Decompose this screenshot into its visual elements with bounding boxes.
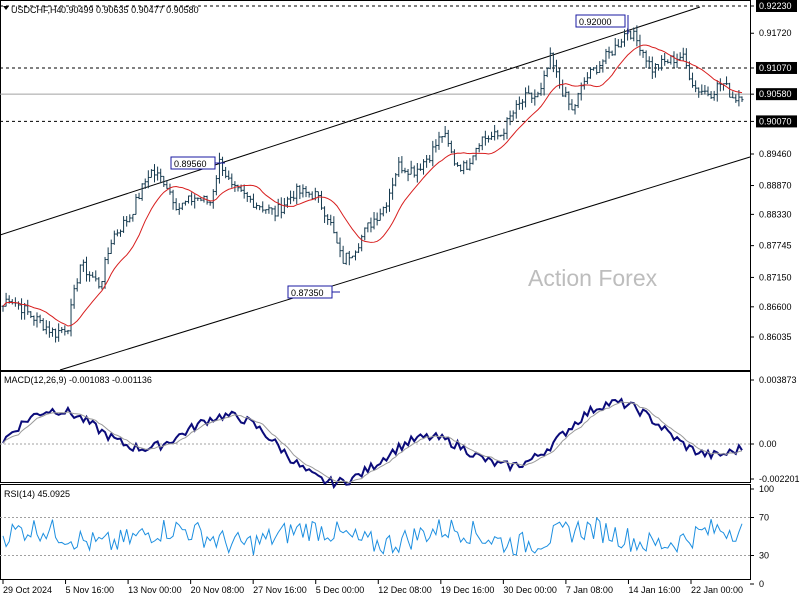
price-tick-label: 0.87150	[759, 272, 792, 282]
time-tick-label: 5 Nov 16:00	[66, 585, 115, 595]
rsi-tick-label: 70	[759, 513, 769, 523]
macd-line	[2, 397, 743, 490]
time-axis: 29 Oct 2024 5 Nov 16:00 13 Nov 00:00 20 Nov…	[2, 580, 743, 595]
time-tick-label: 22 Jan 00:00	[691, 585, 743, 595]
annotation-box	[287, 285, 333, 299]
moving-average-line	[2, 44, 743, 327]
time-tick-label: 13 Nov 00:00	[128, 585, 182, 595]
time-tick-label: 27 Nov 16:00	[253, 585, 307, 595]
macd-plot	[0, 397, 750, 490]
price-highlight-box	[756, 88, 797, 101]
ohlc-label: 0.90499 0.90635 0.90477 0.90580	[61, 5, 199, 15]
rsi-tick-label: 30	[759, 551, 769, 561]
rsi-panel-frame	[0, 484, 751, 580]
price-tick-label: 0.92230	[759, 1, 792, 11]
rsi-tick-label: 100	[759, 484, 774, 494]
price-highlight-box	[756, 0, 797, 12]
annotation-label: 0.89560	[174, 159, 207, 169]
annotation-box	[170, 156, 216, 170]
rsi-label: RSI(14) 45.0925	[4, 489, 70, 499]
rsi-axis: 100 70 30 0	[750, 484, 774, 589]
price-tick-label: 0.91720	[759, 28, 792, 38]
time-tick-label: 20 Nov 08:00	[191, 585, 245, 595]
price-tick-label: 0.86035	[759, 332, 792, 342]
price-tick-label: 0.91070	[759, 63, 792, 73]
price-tick-label: 0.88870	[759, 181, 792, 191]
macd-panel-frame	[0, 371, 751, 483]
price-highlight-box	[756, 61, 797, 74]
annotation-box	[575, 14, 626, 28]
macd-tick-label: 0.003873	[759, 375, 797, 385]
rsi-line	[2, 516, 743, 556]
channel-upper-line	[0, 6, 701, 236]
macd-axis: 0.003873 0.00 -0.002201	[750, 375, 800, 484]
price-tick-label: 0.87745	[759, 241, 792, 251]
annotation-label: 0.92000	[579, 17, 612, 27]
macd-tick-label: -0.002201	[759, 474, 800, 484]
price-tick-label: 0.90070	[759, 116, 792, 126]
main-panel-frame	[0, 0, 751, 371]
time-tick-label: 30 Dec 00:00	[503, 585, 557, 595]
macd-signal-line	[2, 401, 743, 484]
time-tick-label: 7 Jan 08:00	[566, 585, 613, 595]
watermark: Action Forex	[528, 265, 658, 291]
price-tick-label: 0.90580	[759, 89, 792, 99]
price-tick-label: 0.89460	[759, 149, 792, 159]
macd-label: MACD(12,26,9) -0.001083 -0.001136	[4, 375, 152, 385]
channel-lower-line	[59, 156, 751, 371]
price-tick-label: 0.88330	[759, 209, 792, 219]
main-plot: 0.92000 0.89560 0.87350	[0, 5, 751, 371]
symbol-label: USDCHF,H4	[11, 5, 62, 15]
rsi-tick-label: 0	[759, 579, 764, 589]
header-triangle-icon	[3, 6, 9, 10]
price-highlight-box	[756, 115, 797, 128]
time-tick-label: 12 Dec 08:00	[378, 585, 432, 595]
price-axis: 0.92230 0.91720 0.91070 0.90580 0.90070 0.894…	[750, 0, 797, 342]
time-tick-label: 19 Dec 16:00	[441, 585, 495, 595]
chart-header: USDCHF,H4 0.90499 0.90635 0.90477 0.9058…	[3, 5, 199, 15]
price-tick-label: 0.86600	[759, 302, 792, 312]
time-tick-label: 29 Oct 2024	[3, 585, 52, 595]
time-tick-label: 14 Jan 16:00	[628, 585, 680, 595]
macd-tick-label: 0.00	[759, 439, 777, 449]
time-tick-label: 5 Dec 00:00	[316, 585, 365, 595]
annotation-label: 0.87350	[291, 288, 324, 298]
rsi-plot	[0, 516, 750, 556]
